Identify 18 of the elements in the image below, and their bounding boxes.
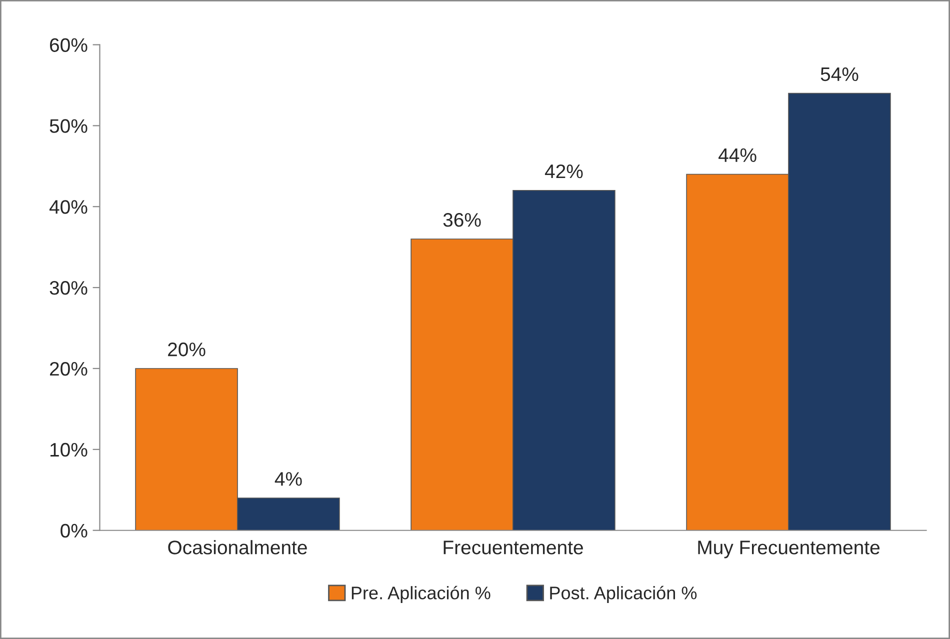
y-tick-label: 50% <box>50 119 88 133</box>
data-label: 20% <box>168 342 206 356</box>
data-label: 36% <box>443 213 481 227</box>
y-tick-label: 10% <box>50 442 88 457</box>
y-tick-label: 40% <box>49 200 88 214</box>
data-label: 4% <box>274 472 302 486</box>
data-label: 42% <box>544 164 583 178</box>
x-tick-label: Muy Frecuentemente <box>698 540 880 558</box>
y-tick-label: 30% <box>50 281 88 295</box>
y-tick-label: 20% <box>50 362 88 376</box>
y-tick-label: 0% <box>60 524 88 538</box>
data-label: 54% <box>820 67 858 82</box>
data-label: 44% <box>718 148 756 162</box>
y-tick-label: 60% <box>50 38 88 52</box>
legend-label: Pre. Aplicación % <box>352 586 490 603</box>
x-tick-label: Ocasionalmente <box>168 540 307 554</box>
legend-label: Post. Aplicación % <box>550 586 697 603</box>
x-tick-label: Frecuentemente <box>444 540 583 554</box>
